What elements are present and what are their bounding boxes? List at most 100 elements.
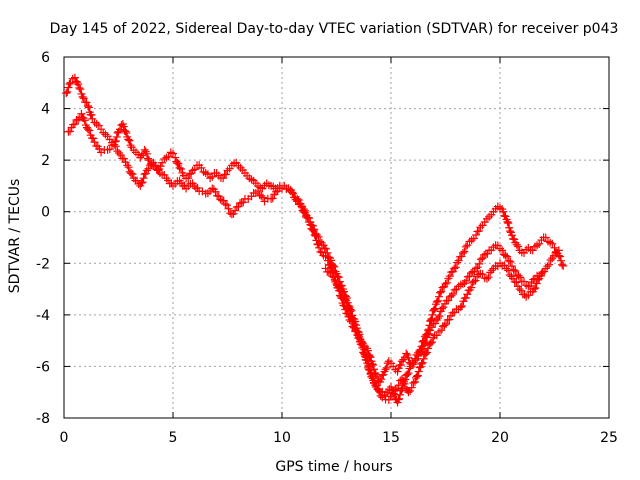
data-point [428,310,437,319]
data-point-trace [404,369,413,378]
data-point-trace [203,189,212,198]
y-tick-label: 6 [41,50,50,66]
data-point [432,297,441,306]
y-tick-label: -8 [36,411,50,427]
data-point [515,285,524,294]
data-point-trace [82,98,91,107]
data-point [79,94,88,103]
data-point-trace [305,214,314,223]
x-tick-label: 25 [600,430,618,446]
data-point-trace [84,103,93,112]
data-point-trace [409,379,418,388]
x-tick-label: 10 [273,430,291,446]
data-point-trace [288,188,297,197]
data-point-trace [421,338,430,347]
data-point-trace [80,116,89,125]
data-point-trace [224,204,233,213]
data-point [354,331,363,340]
data-point-trace [190,165,199,174]
data-point [234,202,243,211]
data-point-trace [445,315,454,324]
data-point [502,264,511,273]
data-point-trace [375,387,384,396]
data-point [472,264,481,273]
data-point-trace [507,231,516,240]
data-point-trace [505,271,514,280]
data-point-trace [420,339,429,348]
data-point [286,187,295,196]
data-point-trace [65,79,74,88]
y-tick-label: 0 [41,205,50,221]
y-tick-label: -6 [36,359,50,375]
data-point [175,163,184,172]
data-point-trace [173,158,182,167]
data-point [70,120,79,129]
data-point-trace [470,267,479,276]
data-point-trace [545,260,554,269]
data-point-trace [222,201,231,210]
data-point-trace [355,332,364,341]
data-point-trace [414,351,423,360]
data-point-trace [510,277,519,286]
data-point [397,357,406,366]
data-point-trace [222,170,231,179]
data-point [171,153,180,162]
data-point-trace [530,285,539,294]
data-point-trace [329,261,338,270]
data-point [441,279,450,288]
data-point-trace [314,232,323,241]
grid-lines [64,57,609,418]
data-point [66,78,75,87]
data-point-trace [453,258,462,267]
data-point [70,73,79,82]
data-point [166,148,175,157]
data-point-trace [442,278,451,287]
y-tick-label: -4 [36,308,50,324]
data-point [559,261,568,270]
data-point-trace [504,219,513,228]
data-point-trace [415,363,424,372]
data-point-trace [507,262,516,271]
data-point-trace [422,348,431,357]
data-point [116,150,125,159]
data-point-trace [353,327,362,336]
data-point-trace [323,248,332,257]
data-point [62,89,71,98]
data-point-trace [239,198,248,207]
data-point [299,205,308,214]
data-point-trace [403,370,412,379]
data-point-trace [137,151,146,160]
data-point-trace [174,159,183,168]
data-point-trace [363,359,372,368]
data-point-trace [409,360,418,369]
data-point-trace [397,386,406,395]
data-point [341,295,350,304]
data-point-trace [525,281,534,290]
data-point-trace [418,358,427,367]
data-point-trace [476,255,485,264]
data-point-trace [211,187,220,196]
data-point [445,272,454,281]
data-point-trace [345,307,354,316]
data-point-trace [112,132,121,141]
data-point-trace [381,365,390,374]
data-point-trace [247,175,256,184]
data-point-trace [125,136,134,145]
data-point [83,125,92,134]
data-point-trace [447,291,456,300]
data-point [439,303,448,312]
data-point [482,274,491,283]
data-point-trace [483,249,492,258]
data-point-trace [395,394,404,403]
x-axis-label: GPS time / hours [275,459,392,475]
data-point [410,377,419,386]
data-point-trace [322,244,331,253]
data-point-trace [401,375,410,384]
data-point-trace [350,320,359,329]
data-point-trace [256,183,265,192]
data-point-trace [89,134,98,143]
data-point [485,212,494,221]
data-point-trace [142,149,151,158]
data-point [384,357,393,366]
